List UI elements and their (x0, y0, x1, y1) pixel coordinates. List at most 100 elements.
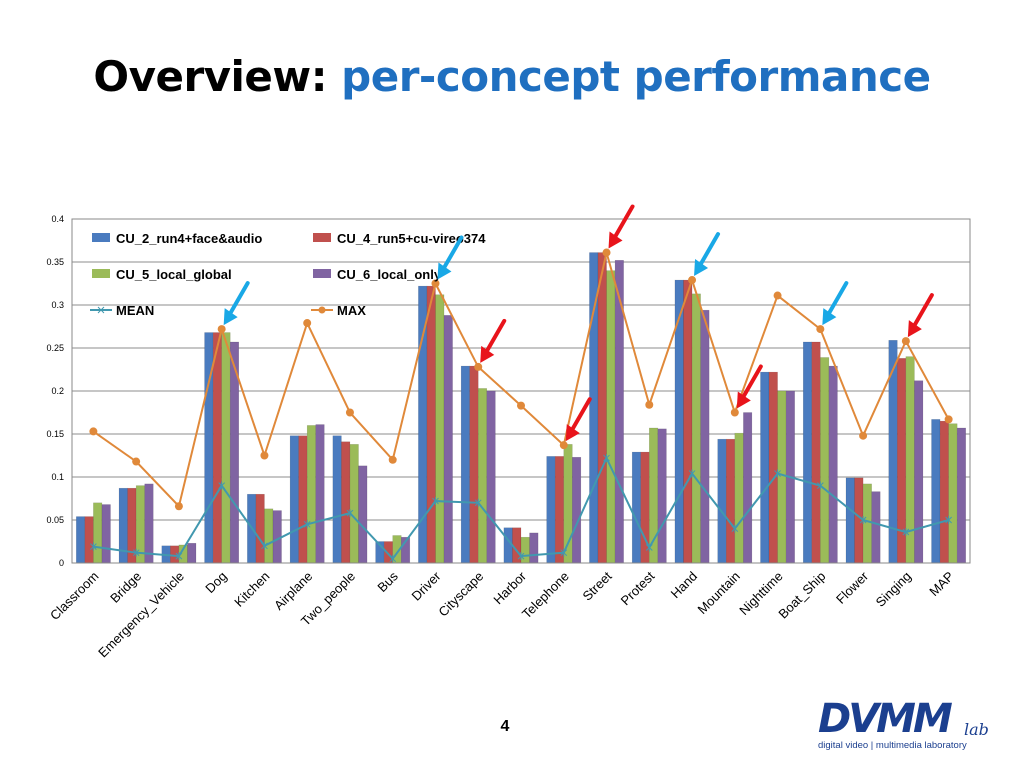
line-point (816, 325, 825, 334)
line-point (517, 401, 525, 410)
line-point (389, 554, 397, 563)
annotation-arrow-head (565, 424, 580, 442)
bar (760, 371, 770, 564)
line-point (474, 498, 482, 507)
x-tick-label: Boat_Ship (775, 569, 828, 622)
bar (332, 435, 342, 564)
bar (443, 315, 453, 564)
legend-label: CU_2_run4+face&audio (116, 231, 262, 246)
y-tick-label: 0.25 (46, 343, 64, 353)
logo-main-text: DVMM (818, 696, 953, 742)
bar (572, 456, 582, 564)
x-tick-label: Bus (374, 568, 401, 595)
bar (939, 420, 949, 564)
legend-swatch (92, 233, 110, 242)
y-tick-label: 0.1 (51, 472, 64, 482)
bar (349, 444, 359, 564)
annotation-arrow-head (694, 259, 709, 277)
y-tick-label: 0.2 (51, 386, 64, 396)
bar (717, 438, 727, 564)
line-point (859, 431, 868, 440)
line-point (945, 516, 952, 524)
y-tick-label: 0 (59, 558, 64, 568)
bar (426, 285, 436, 564)
bar (862, 483, 872, 564)
x-tick-label: Singing (873, 569, 914, 610)
bar (546, 456, 556, 564)
x-tick-label: Emergency_Vehicle (95, 569, 187, 661)
line-point (560, 548, 568, 557)
line-point (688, 469, 696, 478)
line-point (303, 319, 312, 328)
annotation-arrow-head (822, 308, 837, 326)
bar (477, 388, 488, 564)
annotation-arrow-head (736, 391, 751, 409)
legend-label: MAX (337, 303, 366, 318)
annotation-arrow (440, 235, 464, 273)
line-point (902, 528, 910, 537)
x-tick-label: Kitchen (231, 569, 272, 610)
line-point (89, 427, 98, 436)
bar (845, 477, 855, 564)
bar (358, 465, 368, 564)
bar (101, 504, 111, 564)
bar (606, 270, 616, 564)
line-point (944, 415, 953, 424)
y-tick-label: 0.15 (46, 429, 64, 439)
x-tick-label: Mountain (695, 569, 743, 617)
bar (460, 365, 470, 564)
line-point (774, 469, 781, 478)
bar (802, 341, 813, 564)
bar (691, 293, 701, 564)
bar (469, 365, 479, 564)
y-tick-label: 0.05 (46, 515, 64, 525)
line-point (517, 552, 525, 561)
legend-swatch (92, 269, 110, 278)
line-point (346, 509, 354, 518)
bar (76, 516, 86, 564)
bar (914, 380, 924, 564)
line-point (132, 457, 141, 466)
bar (255, 493, 265, 564)
line-point (816, 481, 824, 490)
x-tick-label: Telephone (519, 569, 572, 622)
bar (726, 438, 736, 564)
x-tick-label: Protest (618, 568, 658, 608)
bar (597, 252, 607, 564)
bar (871, 491, 881, 564)
bar (486, 390, 496, 564)
line-point (688, 276, 697, 285)
annotation-arrow (226, 281, 250, 319)
line-point (474, 362, 483, 371)
bar (341, 441, 351, 564)
legend-label: CU_6_local_only (337, 267, 442, 282)
bar (529, 532, 539, 564)
line-point (432, 497, 439, 506)
dvmm-lab-logo: DVMM lab digital video | multimedia labo… (818, 696, 998, 756)
bar (743, 412, 753, 564)
title-prefix: Overview: (93, 52, 328, 101)
x-tick-label: Classroom (47, 569, 102, 624)
line-point (175, 552, 183, 561)
annotation-arrow (611, 204, 635, 242)
line-point (603, 454, 610, 463)
annotation-arrow-head (223, 308, 238, 326)
x-tick-label: Flower (833, 568, 872, 607)
line-point (90, 542, 97, 551)
legend-marker (318, 306, 326, 314)
bar (931, 419, 941, 564)
annotation-arrow (697, 232, 721, 270)
title-accent: per-concept performance (341, 52, 931, 101)
line-point (645, 543, 653, 552)
line-point (859, 516, 867, 524)
bar (649, 427, 659, 564)
line-point (388, 455, 397, 464)
annotation-arrow-head (608, 231, 623, 249)
bar (820, 357, 830, 564)
legend-swatch (313, 269, 331, 278)
bar (435, 294, 445, 564)
annotation-arrow (825, 281, 849, 319)
bar (674, 279, 684, 564)
bar (315, 424, 325, 564)
bar (956, 427, 966, 564)
